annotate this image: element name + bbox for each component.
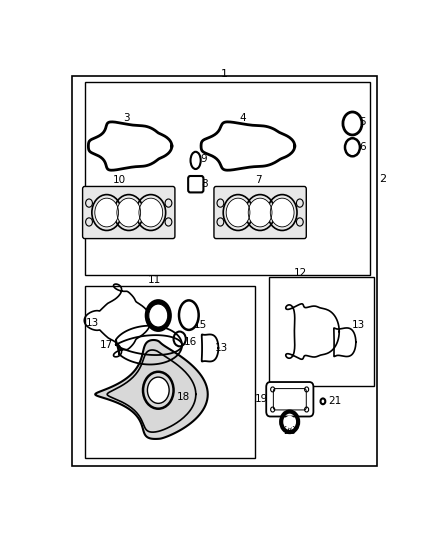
Text: 3: 3 <box>123 113 129 123</box>
Circle shape <box>149 304 168 327</box>
Text: 6: 6 <box>360 142 366 152</box>
Text: 18: 18 <box>177 392 191 402</box>
Text: 11: 11 <box>148 275 162 285</box>
Text: 8: 8 <box>201 179 208 189</box>
Text: 16: 16 <box>184 337 197 347</box>
Text: 14: 14 <box>152 322 165 333</box>
Text: 4: 4 <box>240 113 247 123</box>
Text: 7: 7 <box>255 175 262 185</box>
FancyBboxPatch shape <box>214 187 306 239</box>
Circle shape <box>148 377 169 403</box>
Bar <box>268 277 374 386</box>
FancyBboxPatch shape <box>83 187 175 239</box>
Text: 1: 1 <box>221 69 228 79</box>
Circle shape <box>248 198 272 227</box>
Text: 15: 15 <box>194 320 207 329</box>
FancyBboxPatch shape <box>266 382 314 416</box>
Text: 19: 19 <box>255 394 268 404</box>
Circle shape <box>226 198 250 227</box>
Polygon shape <box>95 340 208 439</box>
Bar <box>85 83 371 276</box>
Text: 17: 17 <box>100 340 113 350</box>
Circle shape <box>285 416 295 428</box>
Text: 9: 9 <box>201 154 208 164</box>
Bar <box>85 286 255 458</box>
Text: 13: 13 <box>352 320 365 329</box>
Circle shape <box>270 198 294 227</box>
Text: 20: 20 <box>283 426 296 436</box>
FancyBboxPatch shape <box>273 389 306 410</box>
FancyBboxPatch shape <box>188 176 203 192</box>
Text: 21: 21 <box>328 397 342 406</box>
Text: 10: 10 <box>113 175 126 185</box>
Text: 5: 5 <box>360 117 366 127</box>
Circle shape <box>145 299 172 332</box>
Ellipse shape <box>191 152 201 169</box>
Circle shape <box>139 198 162 227</box>
Ellipse shape <box>179 301 199 330</box>
Text: 12: 12 <box>294 268 307 278</box>
Text: 2: 2 <box>379 174 386 184</box>
Circle shape <box>117 198 141 227</box>
Text: 13: 13 <box>85 318 99 328</box>
Text: 13: 13 <box>215 343 228 353</box>
Circle shape <box>95 198 119 227</box>
